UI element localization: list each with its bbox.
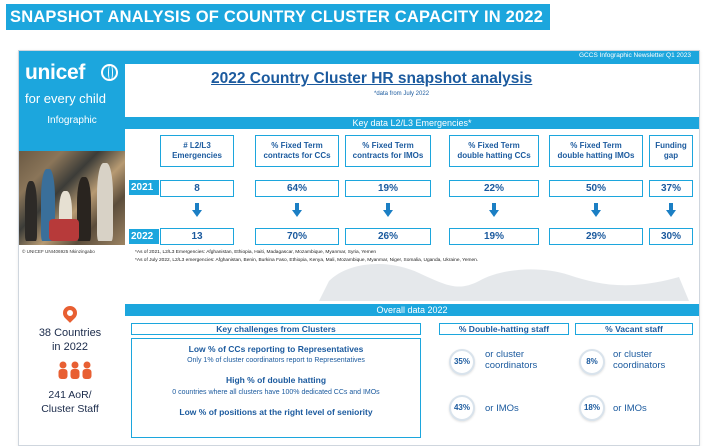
people-icon [58,361,92,379]
double-hatting-header: % Double-hatting staff [439,323,569,335]
photo-credit: © UNICEF UNI406925 Nkinzingabo [22,249,95,254]
value-2021-ft-imos: 19% [345,180,431,197]
col-head-ft-imos: % Fixed Term contracts for IMOs [345,135,431,167]
year-2022-label: 2022 [129,229,159,244]
down-arrow-icon [489,203,499,217]
value-2022-dh-ccs: 19% [449,228,539,245]
value-2022-funding-gap: 30% [649,228,693,245]
infographic-card: GCCS Infographic Newsletter Q1 2023 unic… [18,50,700,446]
value-2021-dh-imos: 50% [549,180,643,197]
down-arrow-icon [292,203,302,217]
value-2022-emergencies: 13 [160,228,234,245]
challenge-2-detail: 0 countries where all clusters have 100%… [172,389,380,396]
value-2022-ft-ccs: 70% [255,228,339,245]
year-2021-label: 2021 [129,180,159,195]
unicef-logo-text: unicef [25,61,86,84]
col-head-dh-ccs: % Fixed Term double hatting CCs [449,135,539,167]
value-2022-ft-imos: 26% [345,228,431,245]
double-hatting-cc-label: or cluster coordinators [485,349,538,371]
double-hatting-imo-label: or IMOs [485,403,519,414]
infographic-label: Infographic [47,115,97,126]
unicef-globe-icon [101,64,118,81]
double-hatting-imo-value: 43% [449,395,475,421]
col-head-dh-imos: % Fixed Term double hatting IMOs [549,135,643,167]
vacant-cc-label: or cluster coordinators [613,349,666,371]
challenge-1-title: Low % of CCs reporting to Representative… [188,344,364,354]
page-banner: SNAPSHOT ANALYSIS OF COUNTRY CLUSTER CAP… [6,4,550,30]
date-note: *data from July 2022 [374,91,430,97]
vacant-imo-value: 18% [579,395,605,421]
challenge-1-detail: Only 1% of cluster coordinators report t… [187,357,365,364]
value-2021-emergencies: 8 [160,180,234,197]
down-arrow-icon [666,203,676,217]
location-pin-icon [60,303,80,323]
double-hatting-cc-value: 35% [449,349,475,375]
countries-count: 38 Countries in 2022 [38,327,102,353]
tagline: for every child [25,91,106,106]
down-arrow-icon [192,203,202,217]
main-title: 2022 Country Cluster HR snapshot analysi… [211,70,533,87]
down-arrow-icon [591,203,601,217]
vacant-staff-header: % Vacant staff [575,323,693,335]
col-head-emergencies: # L2/L3 Emergencies [160,135,234,167]
challenge-3-title: Low % of positions at the right level of… [179,407,373,417]
challenge-2-title: High % of double hatting [225,375,327,385]
col-head-funding-gap: Funding gap [649,135,693,167]
unicef-brand-panel: unicef for every child Infographic [19,51,125,151]
vacant-imo-label: or IMOs [613,403,647,414]
value-2022-dh-imos: 29% [549,228,643,245]
world-map-background [319,263,689,301]
key-data-header: Key data L2/L3 Emergencies* [125,117,699,129]
field-photo [19,151,125,245]
top-bar: GCCS Infographic Newsletter Q1 2023 [19,51,699,64]
footnote-2022: *As of July 2022, L2/L3 emergencies: Afg… [135,258,479,263]
down-arrow-icon [383,203,393,217]
staff-count: 241 AoR/ Cluster Staff [41,389,99,415]
col-head-ft-ccs: % Fixed Term contracts for CCs [255,135,339,167]
key-challenges-box: Low % of CCs reporting to Representative… [131,338,421,438]
overall-data-header: Overall data 2022 [125,304,699,316]
vacant-cc-value: 8% [579,349,605,375]
key-challenges-header: Key challenges from Clusters [131,323,421,335]
value-2021-ft-ccs: 64% [255,180,339,197]
value-2021-dh-ccs: 22% [449,180,539,197]
newsletter-label: GCCS Infographic Newsletter Q1 2023 [579,52,691,59]
value-2021-funding-gap: 37% [649,180,693,197]
footnote-2021: *As of 2021, L2/L3 Emergencies: Afghanis… [135,250,377,255]
